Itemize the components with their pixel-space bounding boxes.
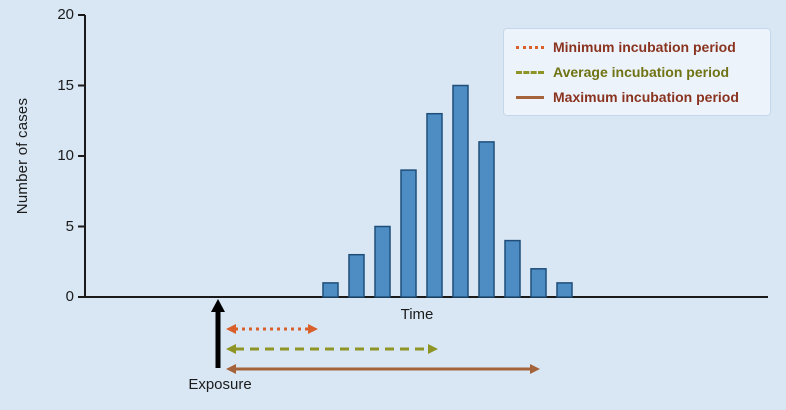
y-tick-label: 10 bbox=[57, 147, 74, 164]
case-count-bar bbox=[426, 112, 443, 298]
minimum-incubation-arrow bbox=[226, 324, 318, 334]
x-axis-title: Time bbox=[400, 306, 434, 323]
legend-label: Maximum incubation period bbox=[553, 89, 739, 105]
bars-group bbox=[322, 84, 573, 298]
case-count-bar bbox=[374, 225, 391, 298]
y-tick-label: 15 bbox=[57, 76, 74, 94]
y-tick-label: 0 bbox=[65, 288, 74, 305]
case-count-bar bbox=[322, 282, 339, 298]
dashed-line-sample-icon bbox=[516, 70, 544, 74]
case-count-bar bbox=[400, 169, 417, 298]
legend-label: Minimum incubation period bbox=[553, 39, 736, 55]
legend-item-average-incubation: Average incubation period bbox=[516, 64, 758, 80]
maximum-incubation-arrow bbox=[226, 364, 540, 374]
y-axis-title: Number of cases bbox=[14, 97, 31, 215]
case-count-bar bbox=[348, 253, 365, 298]
case-count-bar bbox=[530, 268, 547, 298]
legend-item-maximum-incubation: Maximum incubation period bbox=[516, 89, 758, 105]
dotted-line-sample-icon bbox=[516, 45, 544, 49]
average-incubation-arrow bbox=[226, 344, 438, 354]
exposure-arrow bbox=[211, 299, 225, 368]
case-count-bar bbox=[556, 282, 573, 298]
legend-item-minimum-incubation: Minimum incubation period bbox=[516, 39, 758, 55]
case-count-bar bbox=[452, 84, 469, 298]
legend: Minimum incubation period Average incuba… bbox=[503, 28, 771, 116]
y-tick-label: 20 bbox=[57, 6, 74, 23]
case-count-bar bbox=[504, 239, 521, 298]
solid-line-sample-icon bbox=[516, 95, 544, 99]
exposure-label: Exposure bbox=[188, 376, 252, 393]
y-tick-label: 5 bbox=[65, 217, 74, 235]
legend-label: Average incubation period bbox=[553, 64, 730, 80]
case-count-bar bbox=[478, 141, 495, 298]
